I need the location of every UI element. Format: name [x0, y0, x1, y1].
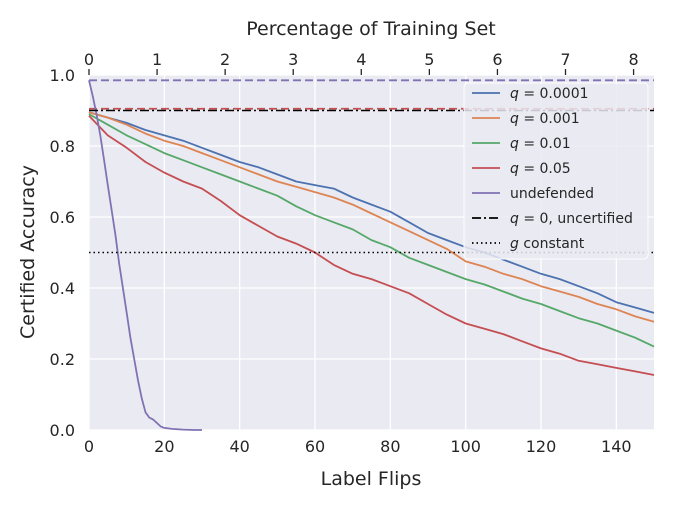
legend-entry: q = 0.01 [510, 136, 571, 152]
legend-entry: q = 0.001 [510, 111, 580, 127]
top-x-tick-label: 8 [628, 50, 638, 69]
top-x-tick-label: 7 [560, 50, 570, 69]
series-line [88, 111, 655, 314]
legend-entry: q = 0.05 [510, 161, 571, 177]
legend-entry: g constant [510, 236, 585, 252]
top-x-axis-ticks: 0 1 2 3 4 5 6 7 8 [84, 50, 639, 75]
series-line [88, 80, 202, 431]
x-tick-label: 140 [601, 437, 632, 456]
top-x-tick-label: 1 [152, 50, 162, 69]
x-tick-label: 80 [380, 437, 400, 456]
series-line [88, 115, 655, 376]
y-tick-label: 0.4 [50, 279, 75, 298]
y-tick-label: 0.6 [50, 208, 75, 227]
top-x-tick-label: 2 [220, 50, 230, 69]
series-line [88, 111, 655, 323]
x-tick-label: 120 [526, 437, 557, 456]
top-x-tick-label: 4 [356, 50, 366, 69]
x-tick-label: 20 [154, 437, 174, 456]
legend-entry: q = 0.0001 [510, 86, 589, 102]
top-x-tick-label: 6 [492, 50, 502, 69]
y-tick-label: 0.2 [50, 350, 75, 369]
y-tick-label: 0.0 [50, 421, 75, 440]
legend: q = 0.0001 q = 0.001 q = 0.01 q = 0.05 undef… [463, 82, 649, 260]
series-lines [88, 80, 655, 431]
top-x-tick-label: 5 [424, 50, 434, 69]
top-x-tick-label: 3 [288, 50, 298, 69]
x-axis-ticks: 0 20 40 60 80 100 120 140 [84, 437, 632, 456]
x-tick-label: 40 [229, 437, 249, 456]
top-x-tick-label: 0 [84, 50, 94, 69]
legend-box [463, 82, 649, 260]
legend-entry: q = 0, uncertified [510, 211, 633, 227]
x-tick-label: 100 [450, 437, 481, 456]
y-tick-label: 1.0 [50, 66, 75, 85]
top-x-axis-title: Percentage of Training Set [246, 18, 496, 40]
y-axis-title: Certified Accuracy [17, 165, 39, 339]
legend-entry: undefended [510, 186, 594, 202]
x-tick-label: 60 [305, 437, 325, 456]
y-axis-ticks: 0.0 0.2 0.4 0.6 0.8 1.0 [50, 66, 75, 440]
x-axis-title: Label Flips [321, 468, 422, 490]
y-tick-label: 0.8 [50, 137, 75, 156]
x-tick-label: 0 [84, 437, 94, 456]
series-line [88, 113, 655, 348]
